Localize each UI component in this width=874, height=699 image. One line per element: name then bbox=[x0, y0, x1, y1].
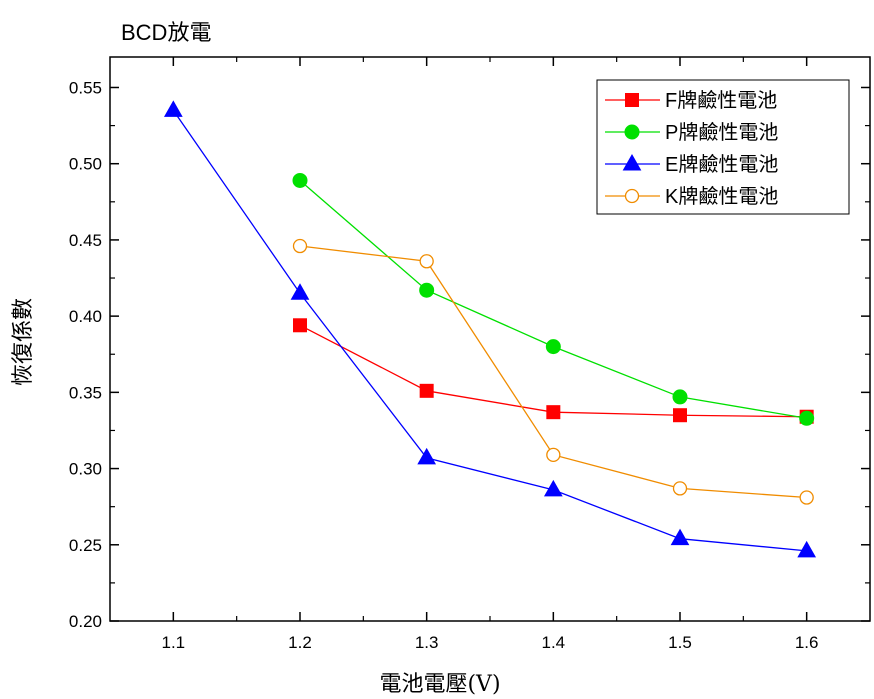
legend-label: P牌鹼性電池 bbox=[665, 121, 778, 144]
series-layer bbox=[163, 100, 817, 558]
series-markers-2 bbox=[292, 172, 815, 426]
y-tick-label: 0.45 bbox=[69, 231, 102, 250]
data-point bbox=[670, 528, 690, 546]
x-tick-label: 1.6 bbox=[795, 633, 819, 652]
data-point bbox=[292, 238, 308, 254]
data-point bbox=[673, 408, 687, 423]
series-markers-1 bbox=[293, 318, 814, 424]
series-3 bbox=[172, 109, 807, 552]
data-point bbox=[290, 283, 310, 300]
data-point bbox=[797, 540, 817, 558]
series-line bbox=[299, 179, 807, 419]
y-tick-label: 0.25 bbox=[69, 536, 102, 555]
legend-marker bbox=[622, 153, 642, 171]
data-point bbox=[417, 447, 437, 465]
y-axis-title: 恢復係數 bbox=[11, 298, 36, 386]
y-tick-label: 0.30 bbox=[69, 460, 102, 479]
x-tick-label: 1.5 bbox=[668, 633, 692, 652]
x-tick-label: 1.3 bbox=[415, 633, 439, 652]
x-tick-label: 1.4 bbox=[542, 633, 566, 652]
data-point bbox=[672, 389, 688, 405]
data-point bbox=[799, 490, 814, 505]
data-point bbox=[672, 481, 688, 496]
data-point bbox=[545, 339, 561, 355]
data-point bbox=[292, 172, 308, 188]
x-axis-title: 電池電壓(V) bbox=[379, 672, 500, 697]
y-tick-label: 0.50 bbox=[69, 155, 102, 174]
series-2 bbox=[299, 179, 807, 419]
y-tick-label: 0.40 bbox=[69, 307, 102, 326]
y-tick-label: 0.35 bbox=[69, 383, 102, 402]
series-1 bbox=[299, 324, 807, 418]
data-point bbox=[293, 318, 307, 333]
data-point bbox=[419, 282, 435, 298]
legend-marker bbox=[624, 124, 640, 140]
data-point bbox=[163, 100, 183, 117]
y-axis: 0.20 0.25 0.30 0.35 0.40 0.45 0.50 0.55 bbox=[69, 78, 870, 631]
legend-label: K牌鹼性電池 bbox=[665, 185, 778, 208]
series-markers-4 bbox=[292, 238, 814, 505]
data-point bbox=[799, 410, 815, 426]
series-line bbox=[299, 324, 807, 418]
legend: F牌鹼性電池 P牌鹼性電池 E牌鹼性電池 K牌鹼性電池 bbox=[596, 79, 850, 215]
data-point bbox=[419, 254, 434, 269]
x-tick-label: 1.1 bbox=[162, 633, 186, 652]
series-markers-3 bbox=[163, 100, 817, 558]
x-tick-label: 1.2 bbox=[288, 633, 312, 652]
legend-marker bbox=[624, 188, 640, 204]
data-point bbox=[546, 405, 561, 420]
series-line bbox=[172, 109, 807, 552]
y-tick-label: 0.20 bbox=[69, 612, 102, 631]
legend-marker bbox=[625, 93, 639, 107]
data-point bbox=[543, 479, 563, 497]
legend-label: E牌鹼性電池 bbox=[665, 153, 778, 176]
x-axis: 1.1 1.2 1.3 1.4 1.5 1.6 bbox=[162, 57, 819, 652]
chart-title: BCD放電 bbox=[121, 20, 211, 45]
y-tick-label: 0.55 bbox=[69, 78, 102, 97]
legend-label: F牌鹼性電池 bbox=[665, 89, 777, 112]
data-point bbox=[419, 383, 434, 398]
data-point bbox=[546, 447, 561, 462]
